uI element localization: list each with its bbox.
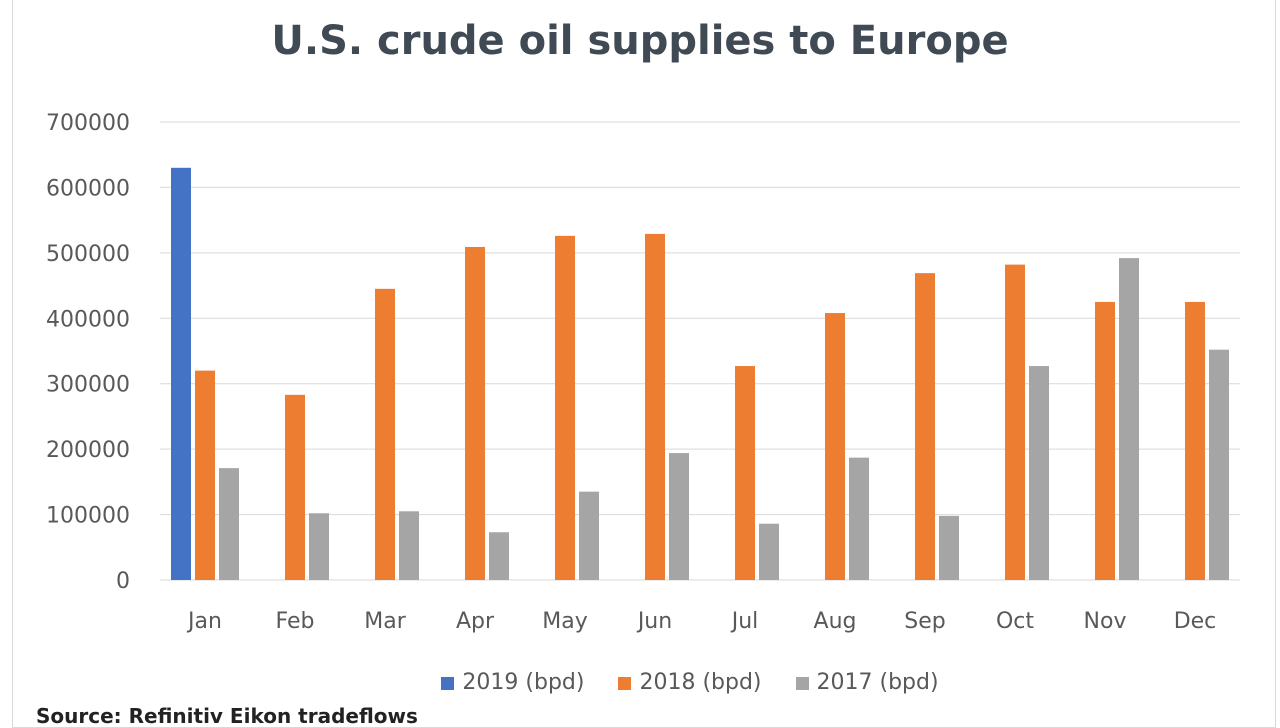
y-tick-label: 300000 [46,373,130,398]
y-tick-label: 0 [116,569,130,594]
x-tick-label: Jun [636,609,672,634]
bar-2017-aug [849,457,869,580]
legend-item-2019: 2019 (bpd) [441,670,584,695]
bar-2017-jul [759,523,779,580]
legend: 2019 (bpd) 2018 (bpd) 2017 (bpd) [0,670,1280,695]
bar-2019-jan [171,167,191,581]
bar-2018-mar [375,288,395,580]
bar-2018-jul [735,366,755,580]
x-tick-label: Feb [276,609,315,634]
y-tick-label: 700000 [46,111,130,136]
x-tick-label: Aug [814,609,857,634]
legend-item-2017: 2017 (bpd) [795,670,939,695]
legend-label: 2019 (bpd) [462,670,585,695]
bar-2018-aug [825,313,845,580]
bar-2017-jun [669,453,689,580]
chart-title: U.S. crude oil supplies to Europe [271,18,1009,64]
x-tick-label: Apr [456,609,495,634]
y-tick-label: 500000 [46,242,130,267]
y-tick-label: 600000 [46,176,130,201]
bar-2017-nov [1119,258,1139,580]
bar-2018-jun [645,233,665,580]
bar-2017-apr [489,532,509,580]
legend-swatch [618,676,632,690]
bar-2018-dec [1185,301,1205,580]
x-tick-label: Sep [904,609,945,634]
legend-label: 2018 (bpd) [639,670,762,695]
bar-2018-oct [1005,264,1025,580]
legend-swatch [795,676,809,690]
source-note: Source: Refinitiv Eikon tradeflows [36,704,418,728]
x-tick-label: Mar [364,609,406,634]
legend-item-2018: 2018 (bpd) [618,670,762,695]
legend-swatch [441,676,455,690]
bar-2018-nov [1095,301,1115,580]
x-tick-label: Dec [1174,609,1217,634]
bar-2017-sep [939,515,959,580]
bar-2017-may [579,491,599,580]
bar-2017-oct [1029,366,1049,580]
bar-2018-sep [915,273,935,580]
y-tick-label: 100000 [46,504,130,529]
y-tick-label: 400000 [46,307,130,332]
bar-2017-mar [399,511,419,580]
bar-2018-feb [285,394,305,580]
bar-2017-feb [309,513,329,580]
x-tick-label: Oct [996,609,1034,634]
x-tick-label: Jul [730,609,759,634]
bar-2018-may [555,235,575,581]
bar-2018-jan [195,370,215,580]
bar-2018-apr [465,246,485,580]
x-tick-label: May [542,609,587,634]
legend-label: 2017 (bpd) [816,670,939,695]
y-tick-label: 200000 [46,438,130,463]
bar-2017-dec [1209,349,1229,580]
bar-2017-jan [219,468,239,580]
x-tick-label: Jan [186,609,222,634]
x-tick-label: Nov [1084,609,1127,634]
